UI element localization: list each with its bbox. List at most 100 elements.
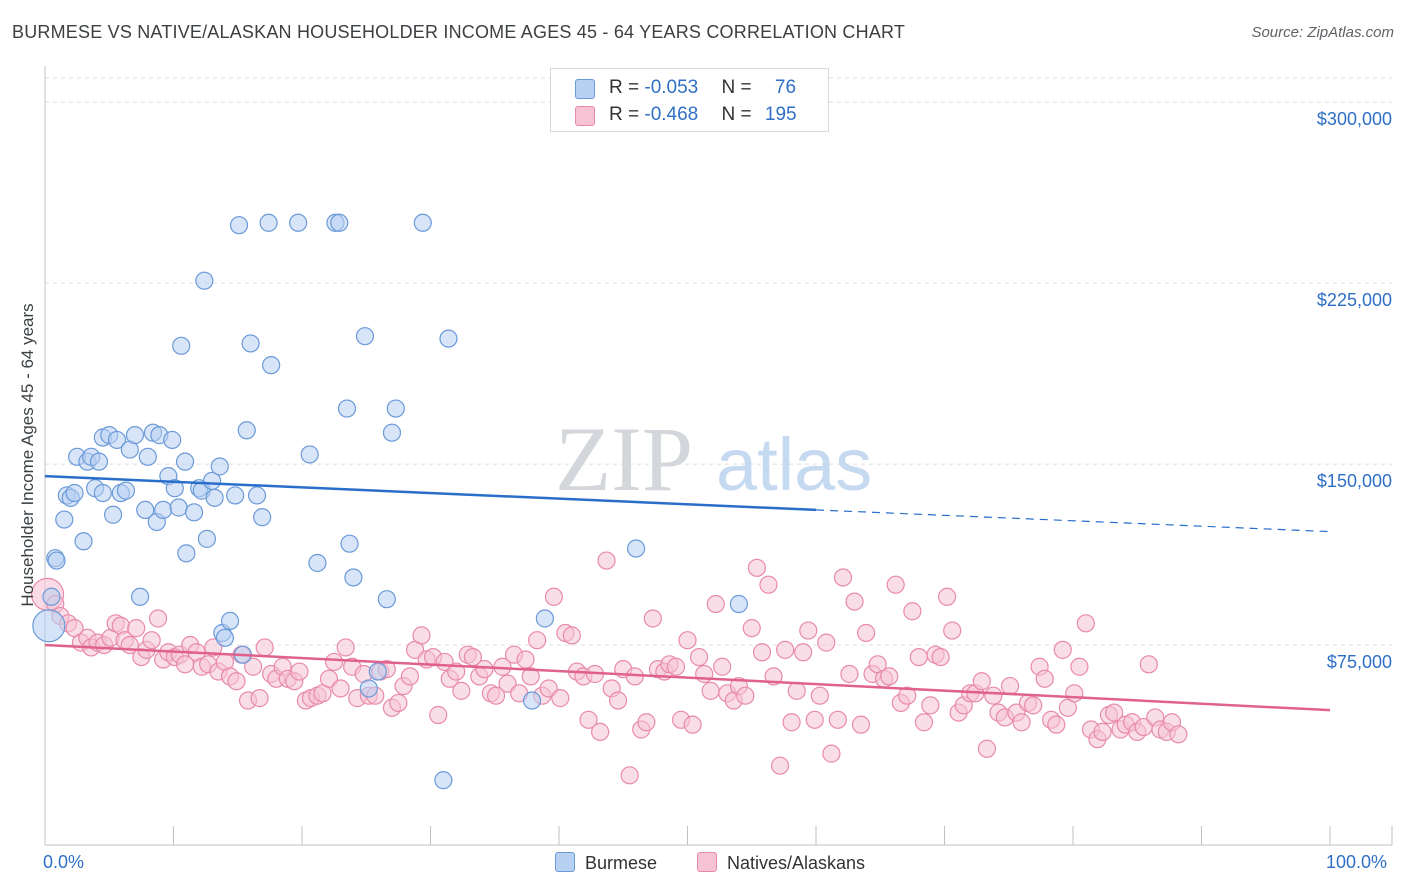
- burmese-point: [130, 587, 150, 606]
- burmese-point: [377, 590, 396, 609]
- burmese-point: [197, 529, 217, 548]
- native-point: [909, 647, 928, 667]
- native-n-label: N =: [721, 104, 757, 125]
- native-point: [914, 713, 934, 732]
- native-point: [1000, 676, 1020, 696]
- native-point: [227, 672, 246, 691]
- native-point: [931, 647, 950, 667]
- series-natives-points: [30, 551, 1188, 785]
- chart-title: BURMESE VS NATIVE/ALASKAN HOUSEHOLDER IN…: [12, 22, 906, 42]
- native-point: [475, 660, 494, 679]
- burmese-n-label: N =: [721, 77, 757, 98]
- correlation-legend: R = -0.053 N = 76 R = -0.468 N = 195: [550, 68, 829, 132]
- burmese-point: [177, 544, 196, 563]
- native-point: [244, 657, 263, 676]
- burmese-point: [382, 423, 402, 442]
- burmese-point: [386, 399, 405, 418]
- native-point: [551, 689, 570, 708]
- burmese-point: [42, 587, 61, 606]
- native-point: [142, 631, 161, 650]
- burmese-point: [205, 488, 224, 507]
- native-point: [776, 640, 795, 659]
- native-point: [701, 681, 720, 700]
- native-point: [1047, 715, 1066, 734]
- burmese-point: [89, 452, 109, 471]
- burmese-point: [262, 356, 281, 375]
- burmese-point: [253, 508, 272, 527]
- burmese-point: [210, 457, 229, 476]
- burmese-point: [413, 213, 432, 232]
- native-point: [886, 575, 905, 594]
- native-point: [759, 575, 778, 594]
- burmese-point: [241, 334, 260, 353]
- native-point: [1065, 684, 1084, 703]
- burmese-point: [165, 479, 184, 498]
- native-point: [412, 626, 431, 645]
- native-point: [689, 647, 709, 667]
- burmese-point: [184, 503, 204, 522]
- burmese-n-value: 76: [774, 77, 797, 98]
- y-tick-label: $225,000: [1316, 290, 1392, 311]
- native-point: [1139, 655, 1158, 674]
- burmese-point: [169, 498, 188, 517]
- burmese-point: [104, 505, 123, 524]
- x-tick-label-min: 0.0%: [43, 852, 85, 872]
- burmese-point: [93, 483, 112, 503]
- native-point: [1070, 657, 1089, 676]
- native-point: [452, 681, 471, 700]
- native-n-value: 195: [764, 104, 797, 125]
- native-point: [1024, 696, 1043, 715]
- native-point: [903, 602, 922, 621]
- bottom-legend-native: Natives/Alaskans: [697, 852, 865, 874]
- series-burmese-points: [32, 213, 749, 790]
- native-point: [787, 681, 806, 700]
- native-point: [528, 631, 547, 650]
- native-point: [250, 689, 269, 708]
- burmese-point: [330, 213, 349, 232]
- native-r-value: -0.468: [644, 104, 699, 125]
- burmese-point: [247, 486, 267, 505]
- burmese-point: [535, 609, 554, 628]
- native-point: [937, 587, 957, 606]
- burmese-r-value: -0.053: [644, 77, 699, 98]
- burmese-trend-line: [44, 474, 817, 512]
- native-point: [1035, 669, 1054, 688]
- burmese-point: [47, 551, 66, 570]
- native-point: [770, 756, 790, 775]
- native-point: [127, 619, 146, 638]
- native-point: [1053, 640, 1072, 659]
- native-point: [810, 686, 829, 705]
- burmese-point: [220, 611, 240, 631]
- native-swatch: [575, 106, 595, 126]
- native-point: [851, 715, 871, 734]
- native-point: [984, 686, 1003, 705]
- native-point: [609, 691, 628, 710]
- native-point: [516, 650, 535, 669]
- native-legend-swatch: [697, 852, 717, 872]
- burmese-point: [522, 691, 542, 710]
- native-point: [880, 667, 899, 686]
- burmese-point: [359, 679, 378, 698]
- native-point: [943, 621, 962, 640]
- burmese-swatch: [575, 79, 595, 99]
- native-point: [579, 710, 598, 729]
- native-point: [486, 686, 506, 705]
- watermark: ZIP atlas: [555, 408, 872, 510]
- burmese-point: [434, 771, 453, 790]
- burmese-legend-label: Burmese: [585, 853, 658, 873]
- burmese-point: [195, 271, 214, 290]
- burmese-point: [154, 500, 173, 520]
- native-r-label: R =: [609, 104, 645, 125]
- y-tick-label: $150,000: [1316, 471, 1392, 492]
- source-label: Source: ZipAtlas.com: [1251, 24, 1394, 41]
- native-point: [336, 638, 355, 657]
- y-tick-label: $75,000: [1326, 652, 1392, 673]
- x-tick-label-max: 100.0%: [1326, 852, 1388, 872]
- native-point: [921, 696, 940, 715]
- burmese-r-label: R =: [609, 77, 645, 98]
- y-axis-label: Householder Income Ages 45 - 64 years: [18, 303, 37, 607]
- trend-lines: [44, 474, 1331, 712]
- burmese-point: [259, 213, 278, 232]
- native-point: [389, 693, 408, 713]
- native-point: [782, 713, 801, 732]
